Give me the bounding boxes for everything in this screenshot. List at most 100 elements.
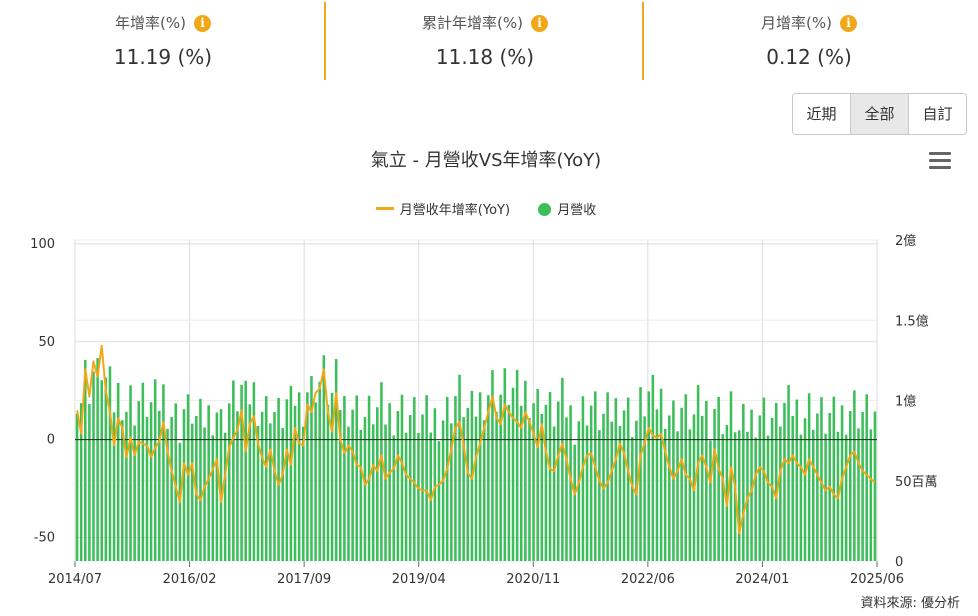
revenue-bar [215, 412, 219, 561]
stat-yoy-value: 11.19 (%) [113, 45, 213, 69]
yoy-line [76, 344, 876, 535]
revenue-bar [149, 402, 153, 561]
revenue-bar [581, 396, 585, 561]
y-left-tick-label: -50 [34, 531, 55, 546]
revenue-bar [622, 410, 626, 561]
revenue-bar [614, 398, 618, 561]
info-icon[interactable]: i [839, 15, 857, 32]
revenue-bar [799, 434, 803, 561]
legend-revenue[interactable]: 月營收 [538, 199, 596, 218]
revenue-bar [84, 360, 87, 561]
revenue-bar [158, 410, 161, 561]
revenue-bar [524, 380, 527, 561]
revenue-bar [339, 410, 342, 561]
revenue-bar [811, 429, 815, 561]
revenue-bar [696, 385, 700, 561]
revenue-bar [824, 433, 827, 561]
revenue-bar [816, 413, 819, 561]
revenue-bar [462, 417, 465, 561]
revenue-bar [717, 396, 720, 561]
revenue-bar [310, 375, 313, 561]
revenue-bar [807, 393, 811, 561]
revenue-bar [363, 417, 367, 561]
revenue-bar [355, 395, 359, 561]
y-left-tick-label: 100 [30, 237, 55, 252]
chart-title: 氣立 - 月營收VS年增率(YoY) [370, 150, 602, 171]
revenue-bar [281, 427, 284, 561]
revenue-bar [211, 435, 215, 561]
revenue-bar [803, 418, 807, 561]
revenue-bar [371, 424, 375, 561]
revenue-bar [709, 440, 712, 561]
revenue-bar [556, 401, 560, 561]
revenue-bar [133, 425, 136, 561]
revenue-bar [672, 400, 675, 561]
revenue-bar [174, 403, 178, 561]
revenue-bar [359, 429, 363, 561]
x-tick-label: 2017/09 [277, 572, 331, 587]
revenue-bar [655, 409, 659, 561]
revenue-bar [145, 417, 149, 561]
stat-cumulative-yoy-value: 11.18 (%) [435, 45, 535, 69]
revenue-bar [450, 423, 453, 561]
revenue-bar [532, 403, 535, 561]
revenue-bar [540, 413, 544, 561]
revenue-bar [659, 388, 663, 561]
revenue-bar [511, 387, 515, 561]
revenue-bar [264, 396, 268, 561]
revenue-bar [791, 415, 794, 561]
revenue-bar [758, 415, 762, 561]
revenue-bar [503, 368, 507, 561]
revenue-bar [392, 435, 396, 561]
revenue-bar [668, 415, 671, 561]
revenue-bar [536, 388, 539, 561]
info-icon[interactable]: i [193, 15, 211, 32]
revenue-bar [663, 428, 667, 561]
revenue-bar [552, 426, 556, 561]
revenue-bar [297, 392, 301, 561]
range-all-button[interactable]: 全部 [851, 94, 909, 134]
revenue-bar [384, 424, 387, 561]
chart-legend: 月營收年增率(YoY) 月營收 [0, 199, 972, 218]
revenue-bar [289, 385, 293, 561]
x-tick-label: 2024/01 [735, 572, 789, 587]
revenue-bar [482, 420, 486, 561]
revenue-bar [487, 395, 490, 561]
revenue-bar [725, 425, 729, 561]
stat-divider [642, 2, 644, 80]
revenue-bar [478, 392, 482, 561]
revenue-bar [112, 412, 116, 561]
revenue-bar [713, 408, 716, 561]
revenue-bar [598, 430, 601, 561]
legend-yoy[interactable]: 月營收年增率(YoY) [375, 199, 510, 218]
revenue-bar [783, 402, 786, 561]
revenue-bar [116, 382, 120, 561]
range-custom-button[interactable]: 自訂 [909, 94, 966, 134]
revenue-bar [199, 398, 202, 561]
revenue-bar [441, 420, 445, 561]
revenue-bar [606, 392, 609, 561]
stat-cumulative-yoy-label: 累計年增率(%) i [326, 12, 644, 33]
revenue-bar [347, 426, 350, 561]
hamburger-menu-icon[interactable] [929, 152, 951, 170]
range-recent-button[interactable]: 近期 [793, 94, 851, 134]
revenue-bar [705, 400, 708, 561]
stat-mom-value: 0.12 (%) [766, 45, 852, 69]
revenue-bar [203, 427, 206, 561]
stat-divider [324, 2, 326, 80]
revenue-bar [774, 402, 778, 561]
revenue-bar [528, 418, 531, 561]
revenue-bar [737, 430, 741, 561]
revenue-bar [569, 405, 572, 561]
revenue-bar [88, 403, 91, 561]
x-tick-label: 2019/04 [392, 572, 446, 587]
revenue-bar [240, 384, 243, 561]
revenue-bar [162, 384, 165, 561]
revenue-bar [186, 394, 190, 561]
revenue-bar [388, 403, 391, 561]
revenue-bar [750, 409, 753, 561]
info-icon[interactable]: i [530, 15, 548, 32]
y-right-tick-label: 1.5億 [895, 313, 929, 329]
revenue-bar [256, 426, 260, 561]
